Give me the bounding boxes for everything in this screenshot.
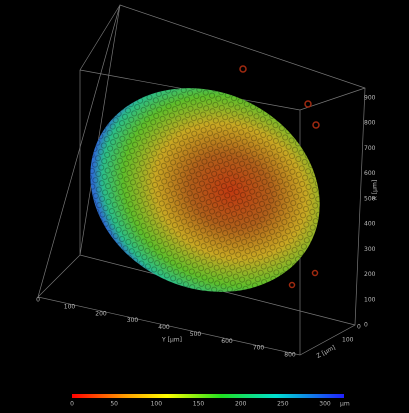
x-axis-label: X [µm] bbox=[372, 180, 379, 200]
y-tick-label: 700 bbox=[253, 345, 265, 352]
y-tick-label: 800 bbox=[284, 352, 296, 359]
x-tick-label: 200 bbox=[364, 271, 376, 278]
x-tick-label: 100 bbox=[364, 296, 376, 303]
y-tick-label: 100 bbox=[64, 303, 76, 310]
colorbar-unit: µm bbox=[340, 401, 350, 408]
z-tick-label: 0 bbox=[357, 324, 361, 331]
y-tick-label: 400 bbox=[158, 324, 170, 331]
z-axis-label: Z [µm] bbox=[315, 344, 336, 360]
y-tick-label: 300 bbox=[127, 317, 139, 324]
colorbar-tick-label: 100 bbox=[151, 401, 163, 408]
y-tick-label: 600 bbox=[221, 338, 233, 345]
x-tick-label: 500 bbox=[364, 195, 376, 202]
y-tick-label: 0 bbox=[36, 297, 40, 304]
y-tick-label: 200 bbox=[95, 310, 107, 317]
colorbar-tick-label: 200 bbox=[235, 401, 247, 408]
x-tick-label: 700 bbox=[364, 145, 376, 152]
y-tick-label: 500 bbox=[190, 331, 202, 338]
colorbar-tick-label: 250 bbox=[277, 401, 289, 408]
stray-cells bbox=[239, 65, 320, 289]
x-tick-label: 300 bbox=[364, 246, 376, 253]
colorbar-tick-label: 50 bbox=[110, 401, 118, 408]
x-tick-label: 400 bbox=[364, 221, 376, 228]
y-axis-label: Y [µm] bbox=[161, 337, 182, 344]
x-tick-label: 0 bbox=[364, 322, 368, 329]
z-tick-label: 100 bbox=[342, 337, 354, 344]
colorbar-tick-label: 300 bbox=[319, 401, 331, 408]
colorbar bbox=[72, 394, 344, 398]
x-tick-label: 800 bbox=[364, 120, 376, 127]
colorbar-tick-label: 150 bbox=[193, 401, 205, 408]
x-tick-label: 900 bbox=[364, 95, 376, 102]
colorbar-tick-label: 0 bbox=[70, 401, 74, 408]
cell-cluster bbox=[90, 88, 320, 292]
x-tick-label: 600 bbox=[364, 170, 376, 177]
